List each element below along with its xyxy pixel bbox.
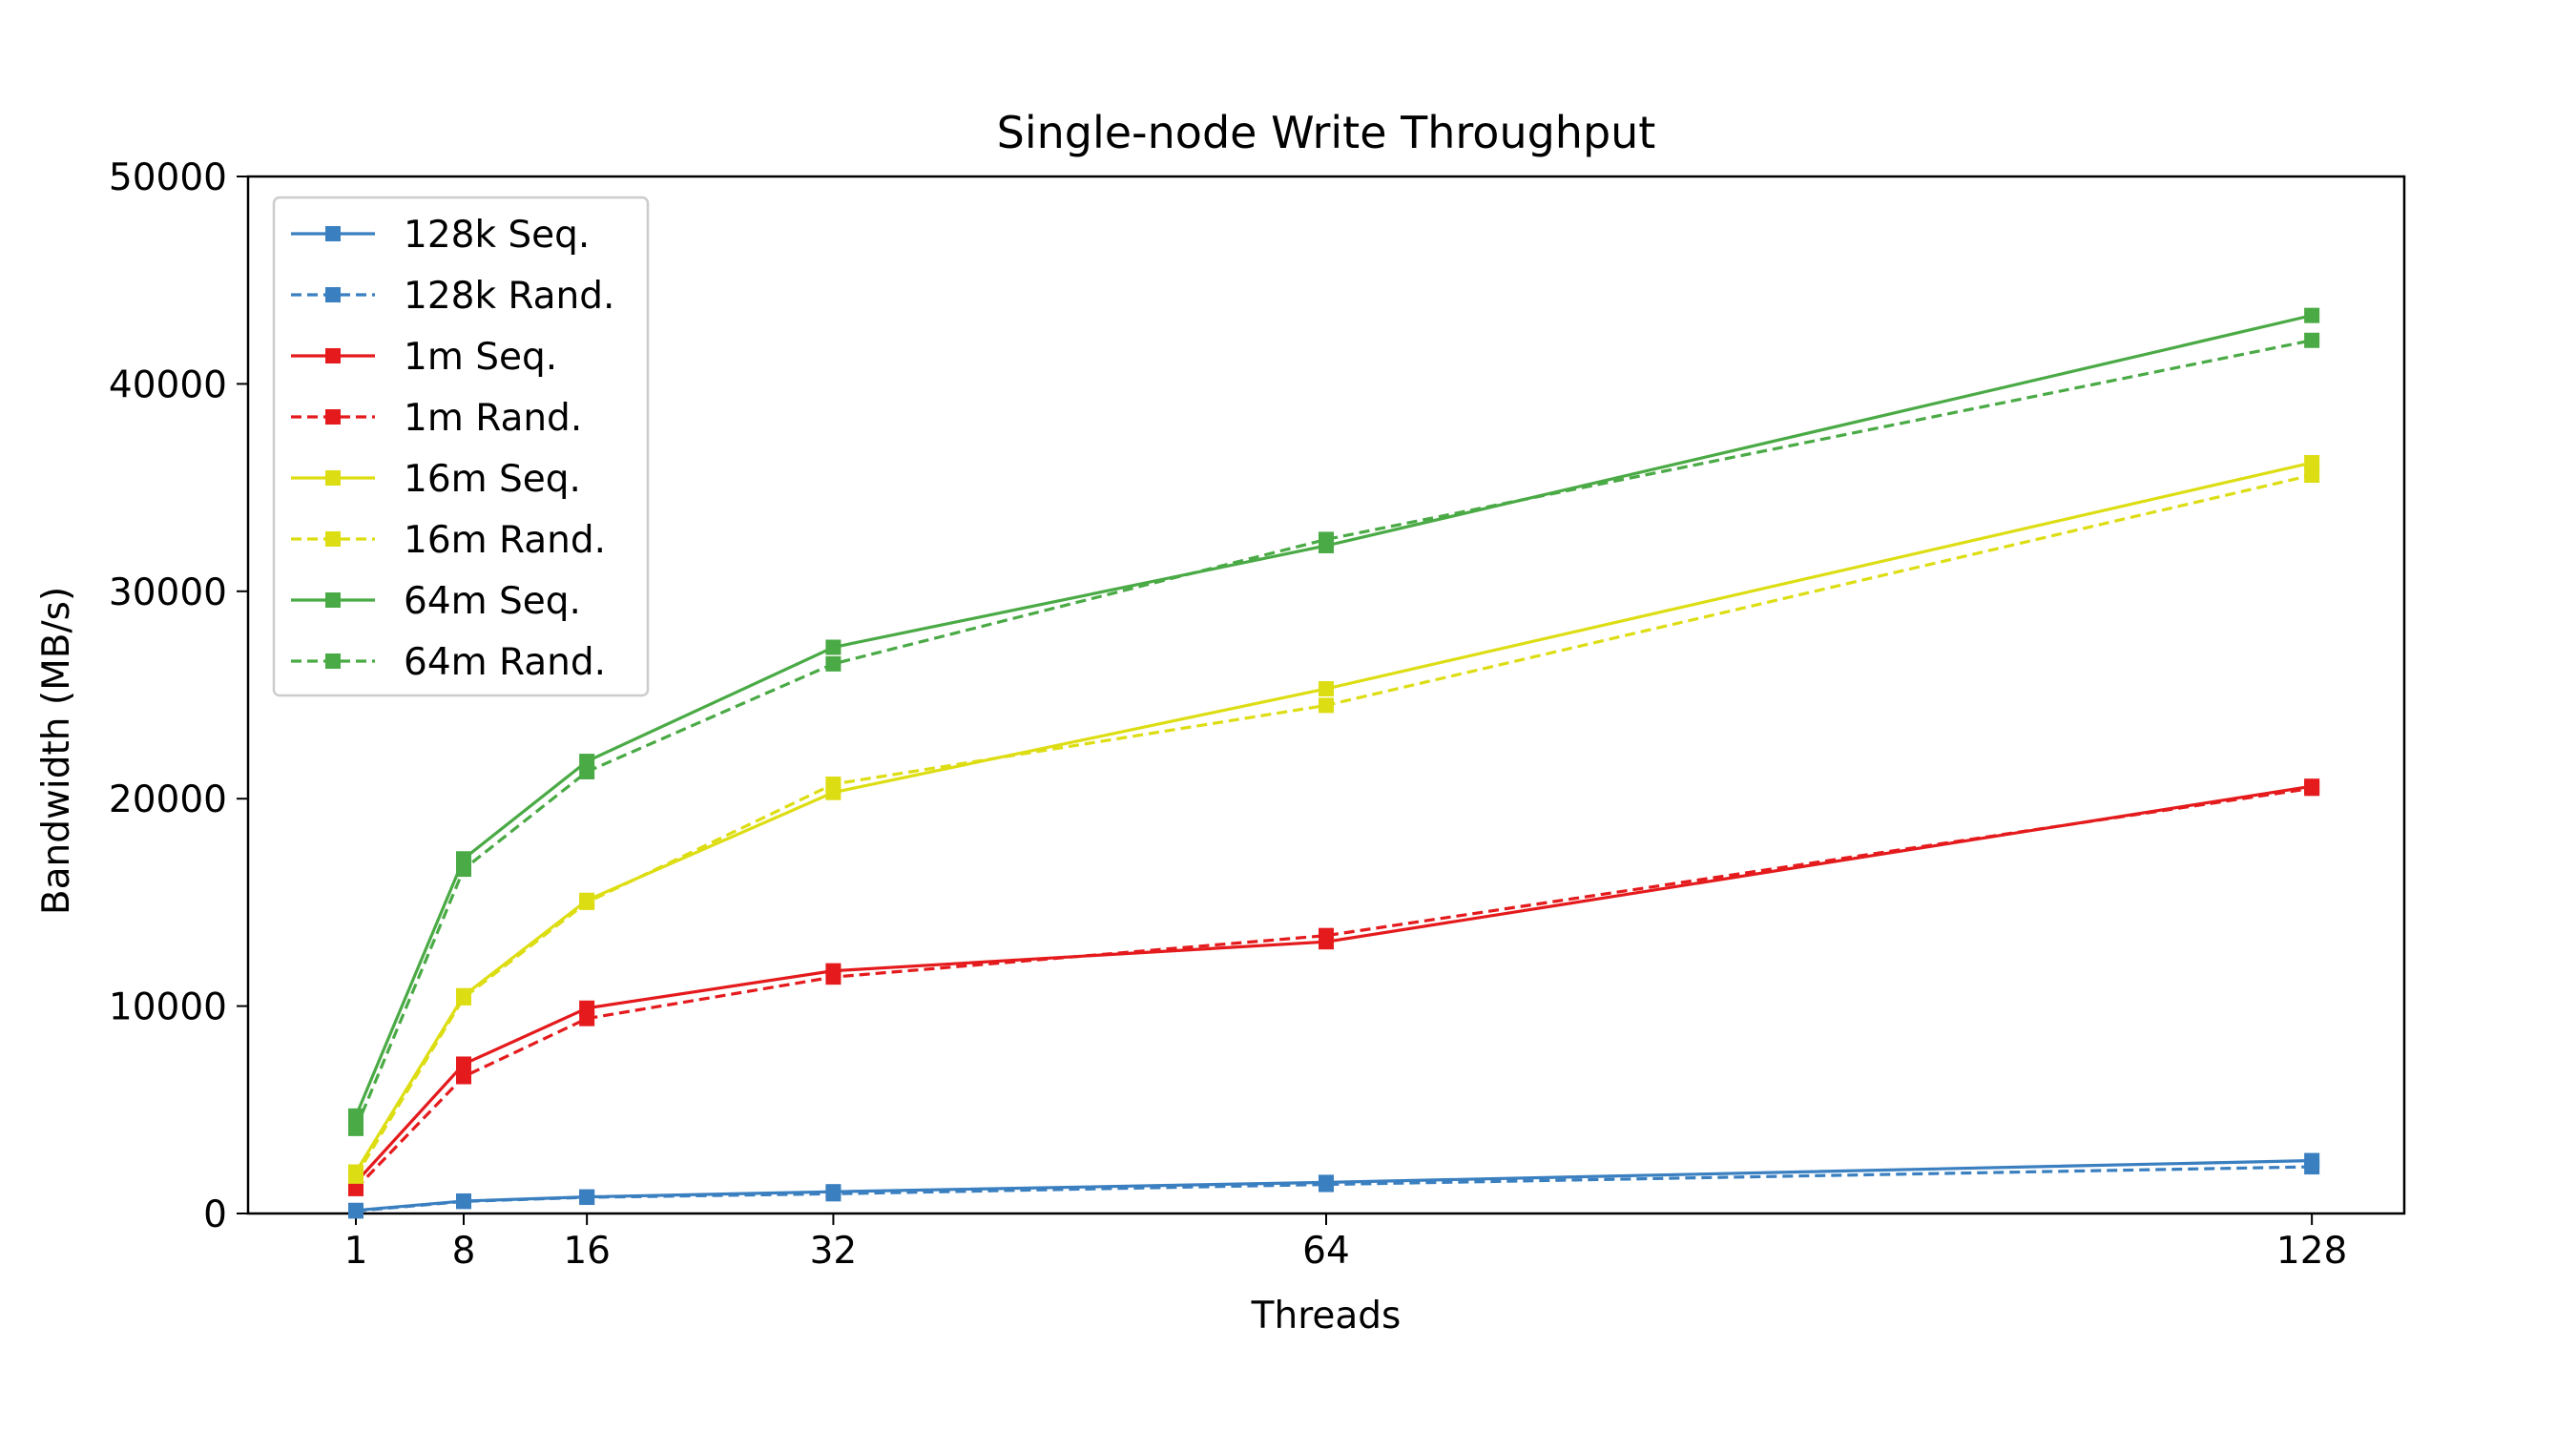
x-tick-label: 1 [344,1230,368,1273]
y-tick-label: 30000 [109,571,227,614]
data-point [1319,1176,1334,1192]
series-7 [348,332,2320,1136]
data-point [456,1068,471,1085]
data-point [456,1056,471,1072]
data-point [825,969,841,985]
data-point [2304,467,2320,484]
y-tick-label: 10000 [109,986,227,1029]
legend-box [272,196,650,697]
chart-title: Single-node Write Throughput [997,107,1656,158]
series-line [354,461,2313,1173]
legend-label: 64m Seq. [404,580,581,623]
data-point [825,776,841,792]
data-point [579,1190,595,1206]
legend-marker [325,470,341,486]
data-point [579,1010,595,1027]
legend: 128k Seq. 128k Rand. 1m Seq. 1m Rand. 16m Se… [272,196,650,697]
data-point [825,655,841,672]
legend-marker [325,287,341,302]
series-line [354,314,2313,1117]
data-point [825,639,841,655]
data-point [2304,1159,2320,1175]
legend-item: 64m Seq. [291,580,581,623]
series-3 [348,780,2320,1196]
series-line [354,784,2313,1184]
data-point [825,1186,841,1202]
series-line [354,786,2313,1191]
data-point [579,763,595,779]
y-tick-label: 0 [203,1193,227,1236]
legend-marker [325,348,341,363]
data-point [1319,697,1334,714]
data-point [456,1193,471,1210]
series-5 [348,467,2320,1184]
legend-label: 1m Seq. [404,336,557,379]
legend-item: 1m Rand. [291,397,582,440]
series-line [355,1165,2313,1213]
legend-marker [325,226,341,241]
legend-label: 16m Seq. [404,458,581,501]
x-tick-label: 32 [810,1230,858,1273]
legend-marker [325,592,341,608]
data-point [2304,307,2320,323]
x-tick-label: 16 [563,1230,611,1273]
data-point [456,861,471,878]
legend-label: 1m Rand. [404,397,582,440]
series-2 [348,778,2320,1191]
y-tick-label: 50000 [109,156,227,199]
data-point [2304,455,2320,471]
y-tick-label: 40000 [109,363,227,406]
legend-marker [325,409,341,425]
data-point [456,989,471,1006]
legend-marker [325,531,341,547]
data-point [2304,780,2320,797]
series-line [354,473,2313,1177]
y-tick-label: 20000 [109,778,227,821]
legend-item: 64m Rand. [291,641,606,684]
legend-label: 16m Rand. [404,519,606,562]
data-point [1319,680,1334,696]
legend-item: 16m Seq. [291,458,581,501]
x-tick-label: 128 [2276,1230,2347,1273]
data-point [348,1120,364,1136]
data-point [348,1168,364,1184]
series-1 [348,1159,2320,1219]
y-axis-label: Bandwidth (MB/s) [35,587,78,915]
x-tick-label: 64 [1302,1230,1350,1273]
data-point [348,1203,364,1219]
data-point [348,1180,364,1196]
legend-item: 128k Seq. [291,214,590,257]
legend-label: 128k Rand. [404,275,614,318]
legend-item: 1m Seq. [291,336,557,379]
series-line [354,339,2313,1130]
legend-label: 128k Seq. [404,214,590,257]
legend-item: 128k Rand. [291,275,614,318]
legend-marker [325,653,341,669]
legend-label: 64m Rand. [404,641,606,684]
data-point [1319,531,1334,548]
data-point [579,894,595,910]
x-tick-label: 8 [452,1230,476,1273]
plot-area: 1 8 16 32 64 128 0 10000 20000 30000 40000 50000 [109,156,2406,1273]
data-point [1319,927,1334,944]
data-point [2304,332,2320,348]
legend-item: 16m Rand. [291,519,606,562]
x-axis-label: Threads [1251,1295,1402,1338]
